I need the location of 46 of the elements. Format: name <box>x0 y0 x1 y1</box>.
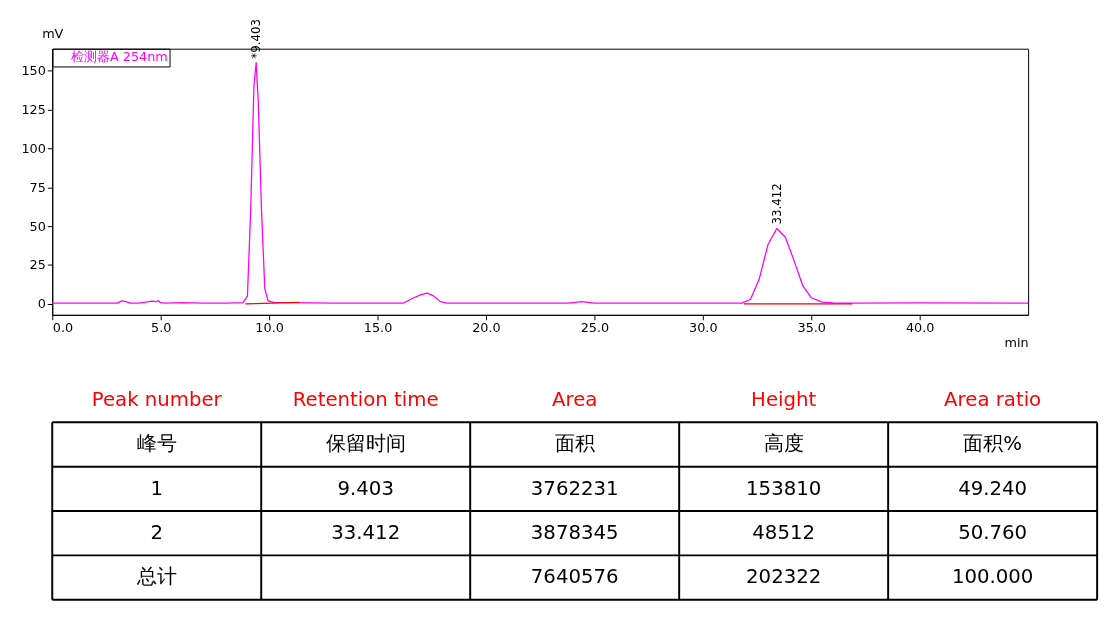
text: 100.000 <box>951 565 1034 589</box>
y-tick-label: 0 <box>37 296 46 312</box>
text: Area ratio <box>944 388 1042 412</box>
text: 1 <box>150 476 164 500</box>
text: 48512 <box>752 521 816 545</box>
text: 50.760 <box>958 521 1028 545</box>
x-tick-label: 20.0 <box>472 320 501 336</box>
text: Retention time <box>292 388 439 412</box>
x-axis-title: min <box>1004 334 1029 350</box>
text: 2 <box>150 521 164 545</box>
text: 保留时间 <box>325 432 406 456</box>
text: 高度 <box>763 432 804 456</box>
y-tick-label: 100 <box>21 140 46 156</box>
text: 202322 <box>746 565 822 589</box>
text: Height <box>751 388 817 412</box>
y-axis-title: mV <box>42 26 64 42</box>
text: 33.412 <box>331 521 401 545</box>
text: 7640576 <box>530 565 619 589</box>
line-series <box>51 62 1029 304</box>
x-tick-label: 5.0 <box>150 320 172 336</box>
text: Peak number <box>91 388 223 412</box>
y-tick-label: 75 <box>29 179 46 195</box>
annotation: *9.403 <box>249 19 264 59</box>
text: 9.403 <box>337 476 394 500</box>
text: 检测器A 254nm <box>70 49 168 65</box>
y-tick-label: 125 <box>21 101 46 117</box>
text: 峰号 <box>136 432 177 456</box>
x-tick-label: 35.0 <box>797 320 827 336</box>
x-tick-label: 30.0 <box>689 320 718 336</box>
text: 面积 <box>554 432 595 456</box>
text: 3762231 <box>530 476 619 500</box>
text: 49.240 <box>958 476 1028 500</box>
x-tick-label: 25.0 <box>580 320 610 336</box>
text: 3878345 <box>530 521 619 545</box>
text: Area <box>552 388 598 412</box>
y-tick-label: 150 <box>21 62 46 78</box>
y-tick-label: 25 <box>29 257 46 273</box>
x-tick-label: 15.0 <box>363 320 393 336</box>
y-tick-label: 50 <box>29 218 46 234</box>
x-tick-label: 10.0 <box>255 320 284 336</box>
text: 153810 <box>746 476 822 500</box>
x-tick-label: 0.0 <box>52 320 74 336</box>
text: 面积% <box>963 432 1023 456</box>
x-tick-label: 40.0 <box>905 320 935 336</box>
annotation: 33.412 <box>769 183 784 225</box>
text: 总计 <box>135 565 177 589</box>
